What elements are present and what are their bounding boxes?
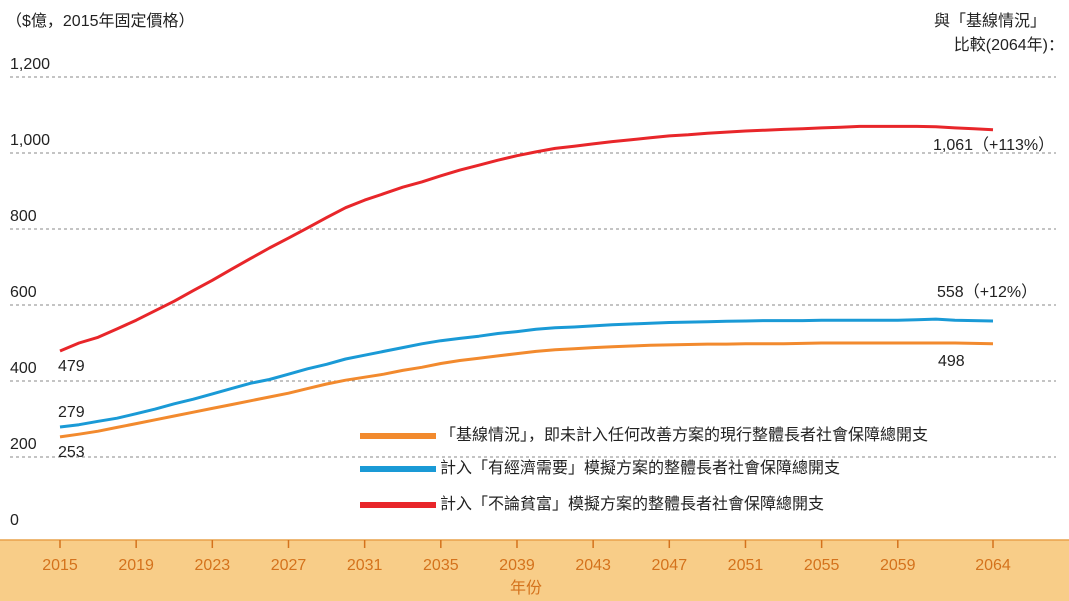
x-tick-label: 2035 [423,557,459,574]
series-line [59,124,994,353]
legend-label: 計入「不論貧富」模擬方案的整體長者社會保障總開支 [440,495,824,513]
y-tick-label: 600 [10,284,37,301]
x-tick-label: 2064 [975,557,1011,574]
legend-label: 計入「有經濟需要」模擬方案的整體長者社會保障總開支 [440,459,840,477]
x-tick-label: 2027 [271,557,307,574]
start-label: 253 [58,444,85,461]
start-label: 279 [58,404,85,421]
y-tick-label: 200 [10,436,37,453]
x-tick-label: 2023 [195,557,231,574]
y-axis-label: （$億，2015年固定價格） [6,12,195,30]
x-axis-label: 年份 [510,579,542,597]
series-line [59,341,994,439]
y-tick-label: 1,200 [10,56,50,73]
x-tick-label: 2019 [118,557,154,574]
x-tick-label: 2059 [880,557,916,574]
x-tick-label: 2015 [42,557,78,574]
y-tick-label: 400 [10,360,37,377]
y-tick-label: 1,000 [10,132,50,149]
end-label: 558（+12%） [937,283,1037,301]
x-tick-label: 2031 [347,557,383,574]
x-axis-band [0,540,1069,601]
end-label: 498 [938,353,965,370]
note: 與「基線情況」 [934,12,1046,30]
start-label: 479 [58,358,85,375]
x-tick-label: 2043 [575,557,611,574]
x-tick-label: 2051 [728,557,764,574]
note: 比較(2064年)： [954,36,1064,54]
x-tick-label: 2055 [804,557,840,574]
x-tick-label: 2039 [499,557,535,574]
series-line [59,317,994,429]
end-label: 1,061（+113%） [933,136,1054,154]
y-tick-label: 800 [10,208,37,225]
legend-label: 「基線情況」，即未計入任何改善方案的現行整體長者社會保障總開支 [440,426,928,444]
y-tick-label: 0 [10,512,19,529]
x-tick-label: 2047 [652,557,688,574]
